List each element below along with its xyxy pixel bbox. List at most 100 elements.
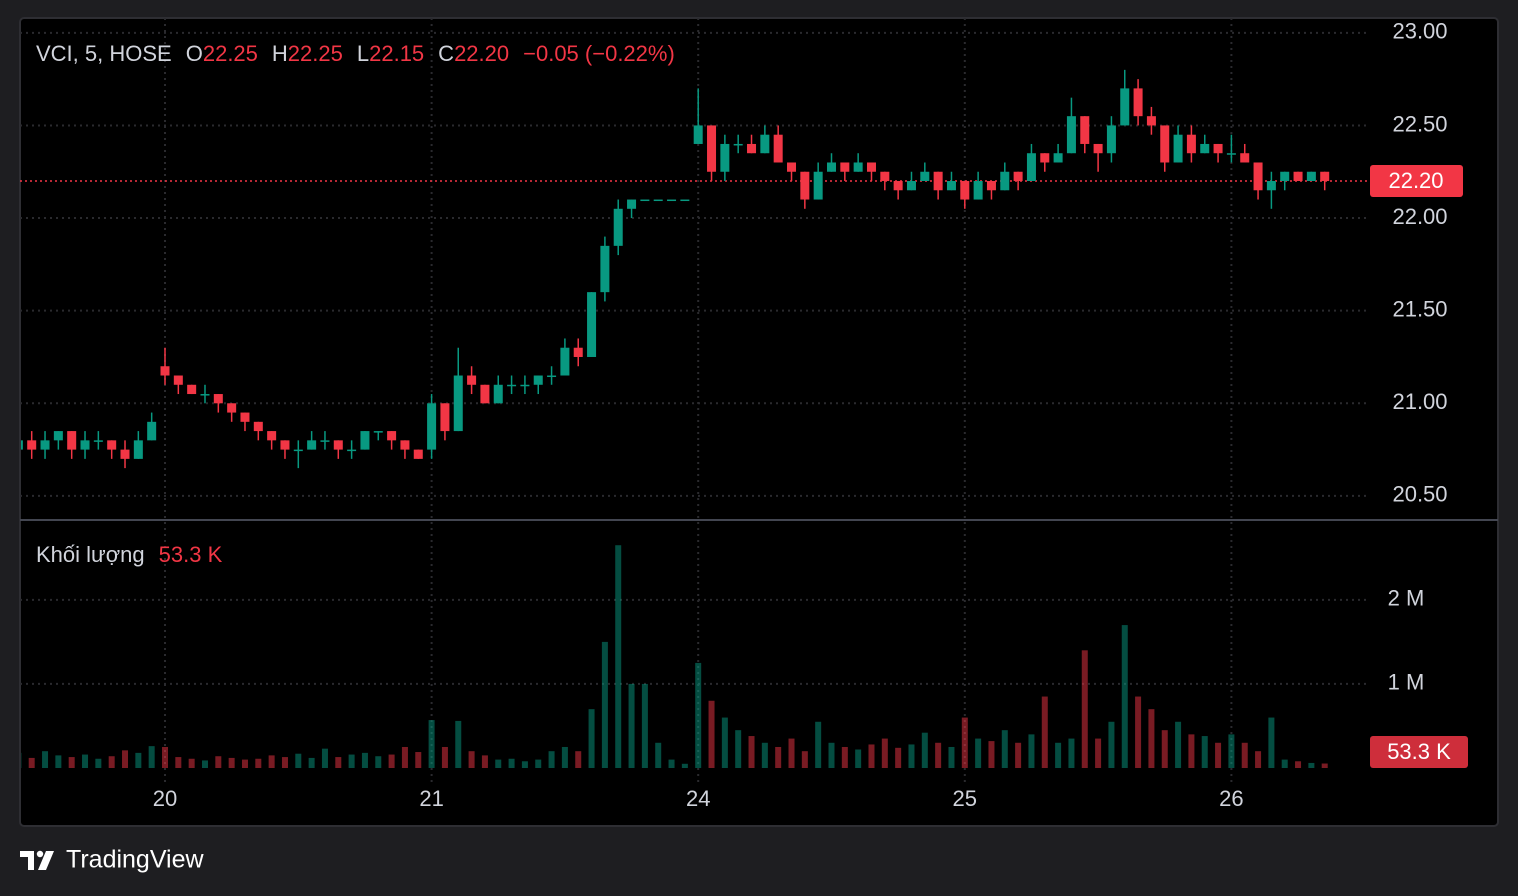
volume-bar <box>401 746 408 768</box>
volume-bar <box>1281 759 1288 768</box>
volume-bar <box>255 758 262 768</box>
candle-body <box>707 125 717 172</box>
volume-bar <box>735 730 742 768</box>
candle-body <box>240 412 250 422</box>
ohlc-label: O <box>185 41 203 66</box>
chart-panel <box>19 17 1499 827</box>
candle-body <box>440 403 450 432</box>
candle-body <box>1240 153 1250 163</box>
candle-body <box>307 440 317 450</box>
volume-bar <box>1108 721 1115 768</box>
candle-body <box>906 181 916 191</box>
candle-body <box>1093 143 1103 154</box>
volume-bar <box>348 754 355 768</box>
volume-bar <box>1001 730 1008 768</box>
volume-bar <box>761 742 768 768</box>
candle-body <box>613 208 623 246</box>
last-price-label: 22.20 <box>1388 168 1443 193</box>
axis-labels: 20.50 21.00 21.50 22.00 22.50 23.00 1 M 2 M 20 21… <box>153 19 1468 811</box>
candle-body <box>107 440 117 450</box>
candle-body <box>1133 88 1143 117</box>
volume-bar <box>695 662 702 768</box>
candle-body <box>680 199 690 202</box>
candle-body <box>960 181 970 200</box>
candle-body <box>360 431 370 450</box>
candle-body <box>720 143 730 172</box>
volume-bar <box>721 717 728 768</box>
volume-bar <box>68 757 75 768</box>
volume-bar <box>895 747 902 768</box>
volume-bar <box>1268 717 1275 768</box>
volume-bar <box>508 758 515 768</box>
candle-body <box>1280 171 1290 182</box>
y-tick-label: 22.50 <box>1392 111 1447 136</box>
candle-body <box>853 162 863 172</box>
grid <box>20 18 1368 785</box>
candle-body <box>773 134 783 163</box>
y-tick-label: 21.00 <box>1392 389 1447 414</box>
volume-bar <box>361 752 368 768</box>
candle-body <box>547 375 557 378</box>
volume-bar <box>481 755 488 768</box>
candle-body <box>80 440 90 450</box>
candle-body <box>293 449 303 452</box>
volume-bar <box>868 744 875 768</box>
candle-body <box>21 440 23 450</box>
volume-bar <box>1175 721 1182 768</box>
volume-bar <box>641 683 648 768</box>
candle-body <box>427 403 437 450</box>
volume-bar <box>1028 734 1035 768</box>
volume-bar <box>1015 742 1022 768</box>
candle-body <box>467 375 477 385</box>
candle-body <box>27 440 37 450</box>
candle-body <box>600 245 610 293</box>
volume-bar <box>1295 761 1302 768</box>
y-tick-label: 22.00 <box>1392 204 1447 229</box>
volume-bar <box>201 760 208 768</box>
volume-bar <box>1068 738 1075 768</box>
candle-body <box>267 431 277 441</box>
volume-bar <box>828 742 835 768</box>
volume-bar <box>295 753 302 768</box>
candle-body <box>67 431 77 450</box>
candle-body <box>387 431 397 441</box>
ohlc-value: 22.15 <box>369 41 425 66</box>
volume-bar <box>468 751 475 768</box>
y-tick-label: 23.00 <box>1392 19 1447 44</box>
candle-body <box>1040 153 1050 163</box>
volume-bar <box>228 757 235 768</box>
volume-bar <box>495 759 502 768</box>
volume-bar <box>42 751 49 768</box>
candle-body <box>1013 171 1023 182</box>
volume-bar <box>441 746 448 768</box>
volume-bar <box>948 746 955 768</box>
ohlc-label: L <box>356 41 370 66</box>
candle-body <box>986 181 996 191</box>
candle-body <box>147 421 157 441</box>
volume-bar <box>281 757 288 768</box>
volume-bar <box>588 709 595 768</box>
candle-body <box>347 449 357 452</box>
ohlc-field: O22.25 <box>186 41 258 67</box>
volume-bar <box>1228 734 1235 768</box>
volume-bar <box>575 751 582 768</box>
volume-bar <box>375 756 382 768</box>
volume-bar <box>175 757 182 768</box>
candle-body <box>973 181 983 200</box>
ohlc-value: 22.25 <box>202 41 258 66</box>
candle-body <box>400 440 410 450</box>
volume-bar <box>1135 696 1142 768</box>
volume-bar <box>308 757 315 768</box>
volume-bar <box>708 700 715 768</box>
ohlc-value: 22.20 <box>454 41 510 66</box>
volume-bar <box>1201 736 1208 768</box>
volume-bar <box>188 758 195 768</box>
volume-bar <box>521 761 528 768</box>
candle-body <box>827 162 836 172</box>
volume-bar <box>921 732 928 768</box>
volume-bar <box>1255 751 1262 768</box>
candle-body <box>1266 181 1276 191</box>
y2-tick-label: 1 M <box>1388 670 1425 695</box>
ohlc-label: C <box>438 41 455 66</box>
